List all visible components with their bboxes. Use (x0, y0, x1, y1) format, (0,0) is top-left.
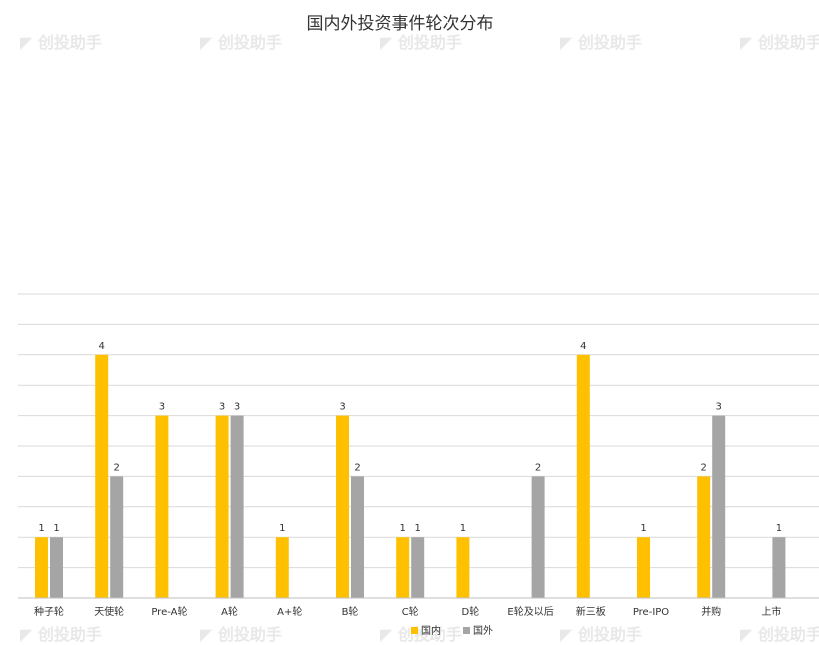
x-tick-label: C轮 (402, 605, 419, 618)
x-tick-label: D轮 (462, 605, 480, 618)
x-tick-label: 天使轮 (94, 605, 124, 618)
data-label: 3 (716, 402, 722, 413)
bar-domestic (155, 415, 169, 598)
watermark-text: ◤ 创投助手 (740, 625, 819, 644)
data-label: 3 (219, 402, 225, 413)
bar-foreign (411, 537, 425, 598)
data-label: 1 (279, 523, 285, 534)
x-tick-label: Pre-A轮 (151, 605, 187, 618)
x-tick-label: 上市 (761, 605, 781, 618)
bars (35, 354, 786, 598)
watermark-text: ◤ 创投助手 (20, 625, 102, 644)
legend-label: 国内 (421, 624, 441, 637)
data-label: 2 (701, 462, 707, 473)
x-tick-label: A轮 (221, 605, 238, 618)
data-label: 1 (53, 523, 59, 534)
data-label: 1 (776, 523, 782, 534)
data-label: 4 (99, 341, 105, 352)
bar-foreign (712, 415, 726, 598)
watermark-text: ◤ 创投助手 (380, 625, 462, 644)
bar-domestic (396, 537, 410, 598)
data-label: 2 (354, 462, 360, 473)
bar-foreign (351, 476, 364, 598)
watermark-text: ◤ 创投助手 (560, 33, 642, 52)
watermark-layer: ◤ 创投助手 ◤ 创投助手 ◤ 创投助手 ◤ 创投助手 ◤ 创投助手 ◤ 创投助手 ◤ 创投… (20, 33, 819, 644)
bar-foreign (531, 476, 545, 598)
data-label: 1 (415, 523, 421, 534)
bar-domestic (215, 415, 229, 598)
bar-foreign (50, 537, 63, 598)
watermark-text: ◤ 创投助手 (200, 33, 282, 52)
x-tick-label: B轮 (342, 605, 359, 618)
data-label: 2 (535, 462, 541, 473)
chart-title: 国内外投资事件轮次分布 (307, 14, 494, 34)
bar-domestic (95, 354, 109, 598)
watermark-text: ◤ 创投助手 (740, 33, 819, 52)
bar-foreign (772, 537, 786, 598)
data-label: 3 (159, 402, 165, 413)
bar-domestic (637, 537, 650, 598)
legend-label: 国外 (473, 625, 493, 637)
data-label: 2 (114, 462, 120, 473)
watermark-text: ◤ 创投助手 (200, 625, 282, 644)
data-label: 1 (460, 523, 466, 534)
data-label: 1 (640, 523, 646, 534)
bar-foreign (110, 476, 124, 598)
watermark-text: ◤ 创投助手 (560, 625, 642, 644)
x-tick-label: 种子轮 (34, 605, 64, 618)
bar-domestic (697, 476, 711, 598)
watermark-text: ◤ 创投助手 (20, 33, 102, 52)
bar-foreign (230, 415, 244, 598)
x-tick-label: 并购 (701, 605, 721, 618)
legend-swatch (411, 627, 418, 634)
data-label: 3 (339, 402, 345, 413)
x-tick-label: 新三板 (576, 605, 606, 618)
x-tick-label: E轮及以后 (507, 605, 553, 618)
data-label: 1 (400, 523, 406, 534)
data-label: 4 (580, 341, 586, 352)
bar-domestic (576, 354, 590, 598)
data-label: 1 (38, 523, 44, 534)
x-axis-ticks: 种子轮 天使轮 Pre-A轮 A轮 A+轮 B轮 C轮 D轮 E轮及以后 新三板 Pre-IPO 并购… (34, 605, 781, 618)
legend: 国内 国外 (411, 624, 493, 637)
legend-swatch (463, 627, 470, 634)
x-tick-label: A+轮 (277, 605, 302, 618)
bar-domestic (456, 537, 470, 598)
bar-domestic (275, 537, 289, 598)
x-tick-label: Pre-IPO (633, 607, 669, 618)
data-label: 3 (234, 402, 240, 413)
watermark-text: ◤ 创投助手 (380, 33, 462, 52)
bar-domestic (336, 415, 349, 598)
bar-domestic (35, 537, 48, 598)
